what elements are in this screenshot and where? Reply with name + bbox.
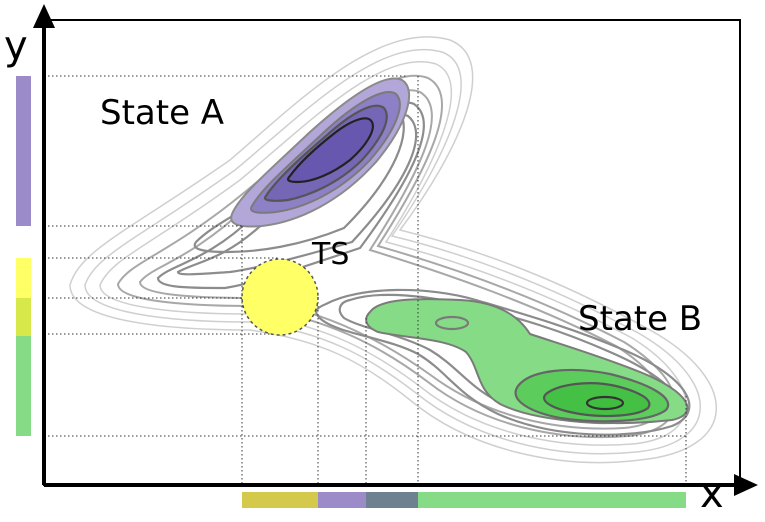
- ts-label: TS: [312, 237, 350, 272]
- outer-contours: [69, 36, 717, 464]
- x-bar-state-a: [318, 492, 366, 508]
- state-a-label: State A: [100, 93, 225, 133]
- x-axis-label: x: [700, 471, 724, 517]
- state-b-label: State B: [578, 299, 703, 339]
- ts-marker: [241, 258, 319, 336]
- x-bar-overlap: [366, 492, 418, 508]
- y-bar-state-b: [16, 336, 31, 436]
- y-projection-bars: [16, 76, 31, 436]
- state-b-secondary-minimum: [434, 315, 470, 331]
- state-a-basin: [230, 77, 411, 228]
- y-axis-arrowhead: [33, 4, 55, 28]
- x-projection-bars: [242, 492, 686, 508]
- y-axis-label: y: [4, 23, 28, 69]
- projection-lines: [44, 75, 687, 485]
- y-bar-ts: [16, 258, 31, 298]
- state-b-core-region: [585, 395, 625, 411]
- x-axis-arrowhead: [734, 474, 758, 496]
- x-bar-ts: [242, 492, 318, 508]
- x-bar-state-b: [418, 492, 686, 508]
- y-bar-state-a: [16, 76, 31, 226]
- state-a-core-region: [287, 117, 374, 184]
- y-bar-overlap: [16, 298, 31, 336]
- state-b-basin: [365, 298, 689, 424]
